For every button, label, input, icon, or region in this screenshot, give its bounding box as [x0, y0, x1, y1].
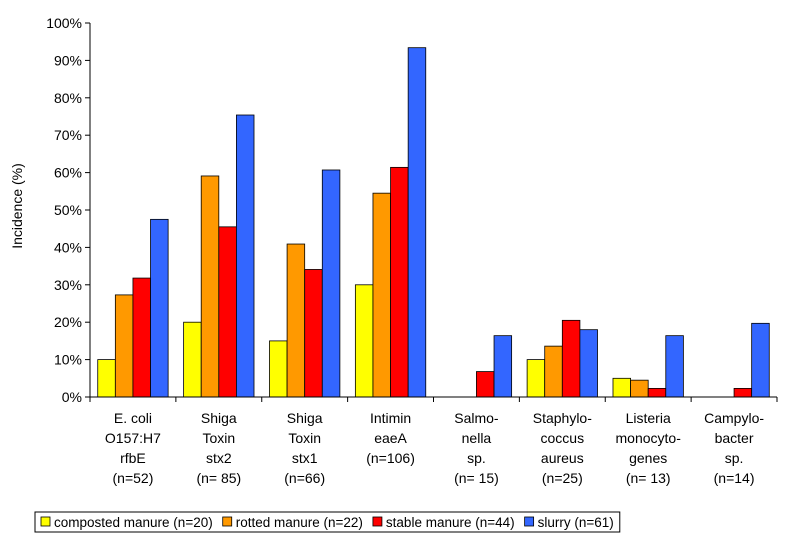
x-category-label: Salmo-nella sp. (n= 15): [454, 410, 499, 486]
bar-3-7: [751, 322, 770, 398]
y-tick-label: 10%: [54, 352, 82, 368]
y-axis-ticks: 0% 10% 20% 30% 40% 50% 60% 70% 80% 90% 100%: [46, 15, 90, 405]
x-category-label: Listeria monocyto-genes (n= 13): [616, 410, 682, 486]
bar-0-0: [97, 359, 116, 398]
legend-entry: slurry (n=61): [538, 515, 614, 530]
y-tick-label: 50%: [54, 202, 82, 218]
y-tick-label: 0%: [62, 389, 82, 405]
bar-2-6: [647, 387, 667, 398]
bar-1-5: [544, 345, 563, 398]
bar-3-1: [236, 114, 255, 398]
bar-3-0: [150, 218, 169, 398]
bar-1-1: [200, 175, 220, 398]
y-axis-label: Incidence (%): [9, 163, 25, 249]
bar-0-6: [612, 377, 631, 398]
legend-box: [34, 511, 621, 533]
axes: [89, 23, 778, 402]
legend-swatch: [372, 516, 383, 527]
x-category-label: Shiga Toxin stx1 (n=66): [284, 410, 325, 486]
bar-1-0: [114, 294, 134, 398]
legend-swatch: [222, 516, 233, 527]
bar-0-5: [526, 359, 546, 398]
y-tick-label: 60%: [54, 165, 82, 181]
bar-3-2: [321, 169, 341, 398]
bar-0-3: [354, 284, 374, 398]
legend: composted manure (n=20) rotted manure (n=…: [34, 511, 621, 533]
x-axis-category-labels: E. coli O157:H7 rfbE (n=52) Shiga Toxin stx2 (n…: [105, 410, 764, 486]
y-tick-label: 80%: [54, 90, 82, 106]
x-category-label: Shiga Toxin stx2 (n= 85): [196, 410, 241, 486]
legend-swatch: [524, 516, 535, 527]
x-category-label: Campylo-bacter sp. (n=14): [704, 410, 764, 486]
x-category-label: Intimin eaeA (n=106): [366, 410, 415, 466]
legend-entry: rotted manure (n=22): [236, 515, 363, 530]
legend-entry: composted manure (n=20): [54, 515, 213, 530]
y-tick-label: 20%: [54, 314, 82, 330]
bar-2-3: [390, 166, 409, 398]
legend-entry: stable manure (n=44): [386, 515, 515, 530]
y-tick-label: 40%: [54, 239, 82, 255]
bar-2-7: [733, 387, 753, 398]
bar-2-5: [561, 319, 581, 398]
bar-1-6: [630, 379, 649, 398]
bar-0-1: [183, 321, 202, 398]
legend-swatch: [40, 516, 51, 527]
bars: [97, 47, 770, 398]
bar-3-6: [665, 335, 684, 398]
bar-2-0: [132, 277, 151, 398]
bar-2-1: [218, 226, 237, 398]
y-tick-label: 70%: [54, 127, 82, 143]
bar-1-2: [286, 243, 306, 398]
y-tick-label: 100%: [46, 15, 82, 31]
y-tick-label: 30%: [54, 277, 82, 293]
bar-2-4: [476, 371, 495, 398]
bar-3-5: [579, 329, 598, 398]
bar-0-2: [269, 340, 288, 398]
bar-1-3: [372, 192, 391, 398]
y-tick-label: 90%: [54, 52, 82, 68]
x-category-label: Staphylo-coccus aureus (n=25): [533, 410, 592, 486]
bar-2-2: [304, 269, 323, 398]
x-category-label: E. coli O157:H7 rfbE (n=52): [105, 410, 161, 486]
bar-3-4: [493, 335, 513, 398]
bar-3-3: [407, 47, 427, 398]
